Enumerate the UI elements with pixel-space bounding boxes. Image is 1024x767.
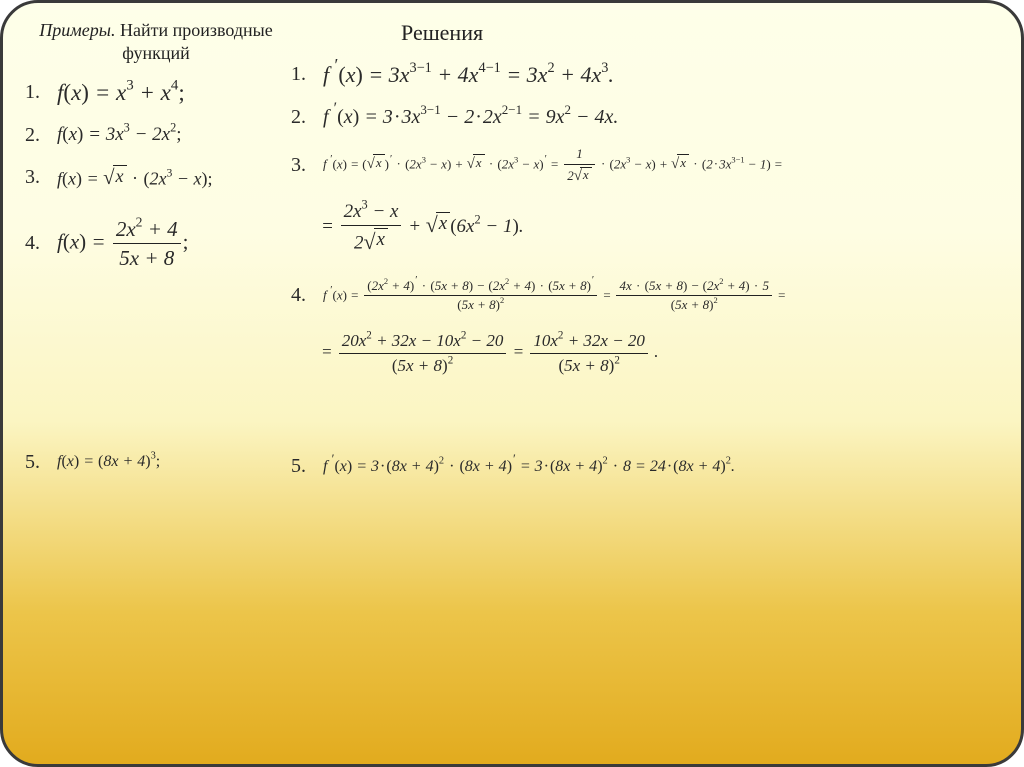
problem-5: 5. f(x) = (8x + 4)3; [25,451,287,474]
solution-3-formula: f ′(x) = (√x)′ · (2x3 − x) + √x · (2x3 −… [323,147,783,184]
solution-1-num: 1. [291,63,323,86]
left-column: Примеры. Найти производные функций 1. f(… [7,11,287,756]
solution-1: 1. f ′(x) = 3x3−1 + 4x4−1 = 3x2 + 4x3. [291,62,1003,88]
problem-2-num: 2. [25,124,57,147]
content-area: Примеры. Найти производные функций 1. f(… [7,11,1017,756]
solution-5: 5. f ′(x) = 3·(8x + 4)2 · (8x + 4)′ = 3·… [291,455,1003,478]
problem-5-num: 5. [25,451,57,474]
problem-1-formula: f(x) = x3 + x4; [57,80,185,106]
problem-3-formula: f(x) = √x · (2x3 − x); [57,165,213,189]
left-heading-rest: Найти производные функций [115,20,272,63]
solution-4: 4. f ′(x) = (2x2 + 4)′ · (5x + 8) − (2x2… [291,279,1003,314]
solution-1-formula: f ′(x) = 3x3−1 + 4x4−1 = 3x2 + 4x3. [323,62,614,88]
solution-2: 2. f ′(x) = 3·3x3−1 − 2·2x2−1 = 9x2 − 4x… [291,106,1003,129]
problem-4-formula: f(x) = 2x2 + 45x + 8; [57,217,189,270]
problem-1: 1. f(x) = x3 + x4; [25,80,287,106]
problem-5-formula: f(x) = (8x + 4)3; [57,453,160,471]
solution-2-num: 2. [291,106,323,129]
solution-3-num: 3. [291,154,323,177]
right-column: Решения 1. f ′(x) = 3x3−1 + 4x4−1 = 3x2 … [287,11,1017,756]
left-heading: Примеры. Найти производные функций [25,19,287,66]
solution-3: 3. f ′(x) = (√x)′ · (2x3 − x) + √x · (2x… [291,147,1003,184]
solution-4-cont: = 20x2 + 32x − 10x2 − 20(5x + 8)2 = 10x2… [291,331,1003,375]
solution-2-formula: f ′(x) = 3·3x3−1 − 2·2x2−1 = 9x2 − 4x. [323,106,618,129]
solution-3-cont: = 2x3 − x2√x + √x(6x2 − 1). [291,201,1003,254]
left-heading-prefix: Примеры. [39,20,115,40]
problem-4-num: 4. [25,232,57,255]
solution-5-num: 5. [291,455,323,478]
solution-4-formula: f ′(x) = (2x2 + 4)′ · (5x + 8) − (2x2 + … [323,279,786,314]
problem-3: 3. f(x) = √x · (2x3 − x); [25,165,287,189]
solution-5-formula: f ′(x) = 3·(8x + 4)2 · (8x + 4)′ = 3·(8x… [323,458,735,476]
right-heading: Решения [291,19,1003,48]
problem-1-num: 1. [25,81,57,104]
slide-frame: Примеры. Найти производные функций 1. f(… [0,0,1024,767]
problem-2: 2. f(x) = 3x3 − 2x2; [25,124,287,147]
problem-3-num: 3. [25,166,57,189]
problem-2-formula: f(x) = 3x3 − 2x2; [57,124,182,146]
problem-4: 4. f(x) = 2x2 + 45x + 8; [25,217,287,270]
solution-4-num: 4. [291,284,323,307]
